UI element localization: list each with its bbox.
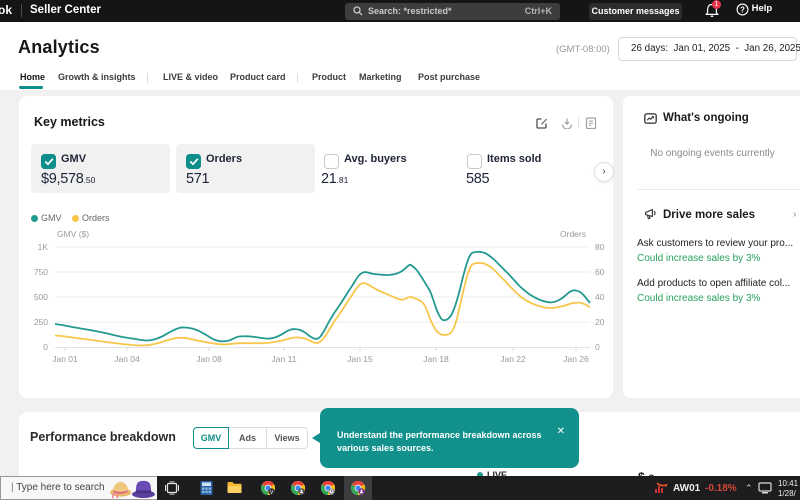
svg-text:Jan 04: Jan 04 bbox=[114, 354, 140, 364]
svg-text:750: 750 bbox=[34, 267, 48, 277]
svg-text:80: 80 bbox=[595, 242, 605, 252]
svg-text:Jan 08: Jan 08 bbox=[196, 354, 222, 364]
svg-text:40: 40 bbox=[595, 292, 605, 302]
svg-text:GMV ($): GMV ($) bbox=[57, 229, 89, 239]
svg-text:Orders: Orders bbox=[560, 229, 586, 239]
svg-text:Jan 01: Jan 01 bbox=[52, 354, 78, 364]
svg-text:?: ? bbox=[740, 5, 745, 14]
svg-text:Jan 22: Jan 22 bbox=[500, 354, 526, 364]
svg-text:0: 0 bbox=[43, 342, 48, 352]
svg-text:60: 60 bbox=[595, 267, 605, 277]
svg-text:V: V bbox=[270, 490, 274, 495]
svg-text:250: 250 bbox=[34, 317, 48, 327]
svg-text:20: 20 bbox=[595, 317, 605, 327]
svg-text:500: 500 bbox=[34, 292, 48, 302]
svg-text:1K: 1K bbox=[38, 242, 49, 252]
svg-text:Jan 26: Jan 26 bbox=[563, 354, 589, 364]
svg-text:Jan 18: Jan 18 bbox=[423, 354, 449, 364]
svg-text:Jan 15: Jan 15 bbox=[347, 354, 373, 364]
svg-text:Jan 11: Jan 11 bbox=[272, 354, 297, 364]
svg-text:0: 0 bbox=[595, 342, 600, 352]
